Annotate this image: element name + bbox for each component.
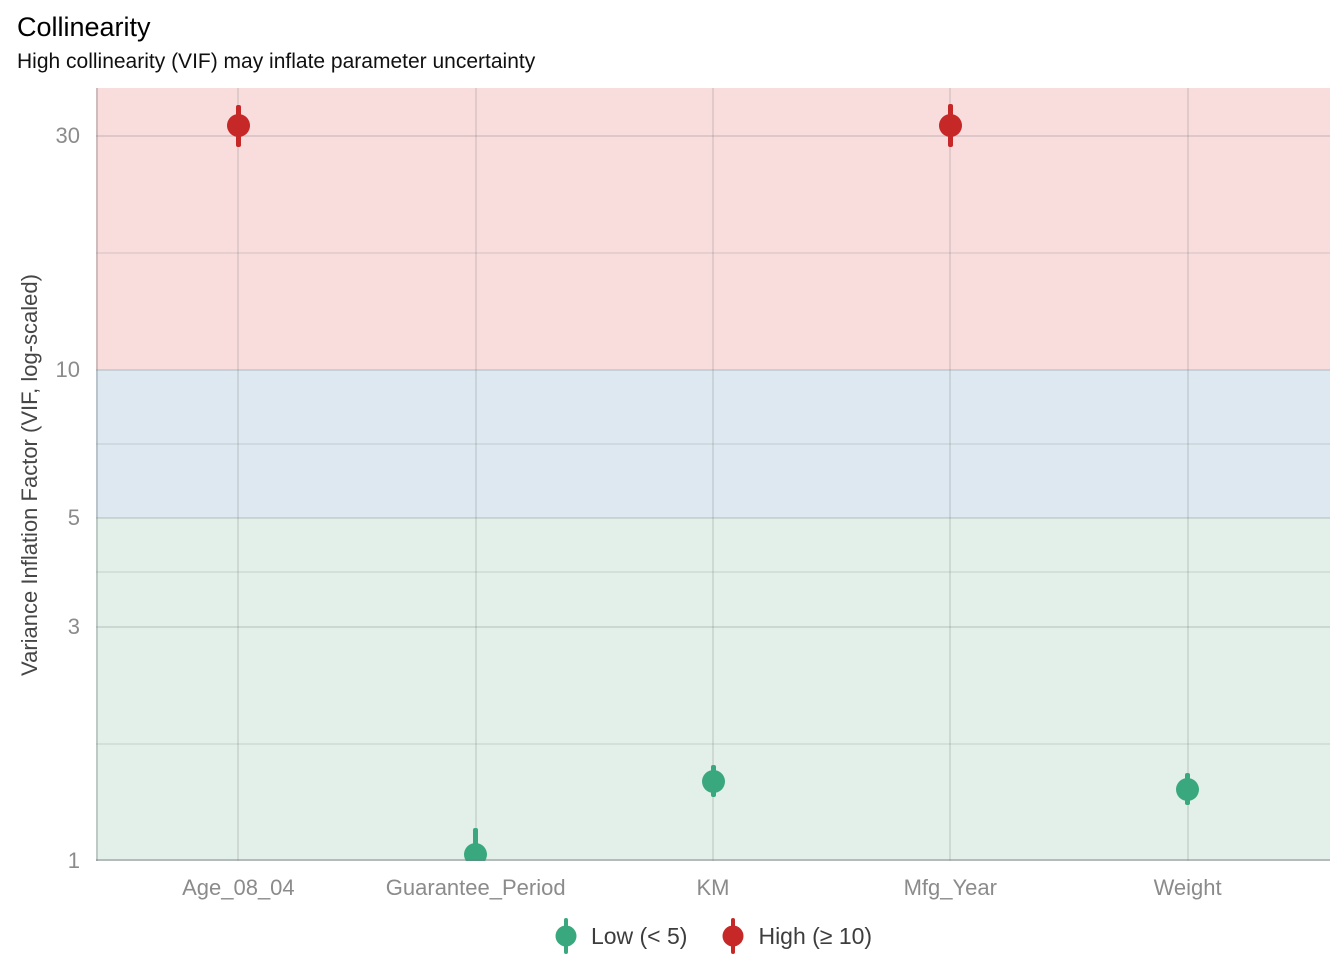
x-tick-label: Mfg_Year bbox=[903, 875, 997, 900]
legend-label: High (≥ 10) bbox=[758, 922, 873, 949]
gridline-minor bbox=[96, 571, 1330, 574]
y-axis-title-area: Variance Inflation Factor (VIF, log-scal… bbox=[0, 88, 60, 861]
y-tick-label: 5 bbox=[67, 504, 80, 530]
legend-pointrange-icon bbox=[554, 915, 578, 957]
vif-point bbox=[701, 770, 725, 794]
gridline-category bbox=[474, 88, 477, 861]
high-vif-zone-band bbox=[96, 88, 1330, 370]
plot-panel bbox=[96, 88, 1330, 861]
x-tick-label: KM bbox=[696, 875, 730, 900]
gridline-minor bbox=[96, 442, 1330, 445]
legend-item: High (≥ 10) bbox=[721, 915, 872, 957]
y-tick-label: 30 bbox=[55, 122, 80, 148]
gridline-category bbox=[237, 88, 240, 861]
gridline-major bbox=[96, 516, 1330, 519]
legend: Low (< 5) High (≥ 10) bbox=[96, 912, 1330, 960]
gridline-major bbox=[96, 625, 1330, 628]
y-tick-label: 10 bbox=[55, 356, 80, 382]
legend-glyph-dot bbox=[555, 925, 577, 947]
legend-pointrange-icon bbox=[721, 915, 745, 957]
mid-vif-zone-band bbox=[96, 369, 1330, 518]
gridline-major bbox=[96, 368, 1330, 371]
vif-point bbox=[464, 843, 488, 861]
chart-subtitle: High collinearity (VIF) may inflate para… bbox=[17, 50, 536, 73]
y-tick-label: 1 bbox=[67, 848, 80, 873]
x-tick-label: Weight bbox=[1153, 875, 1222, 900]
vif-point bbox=[938, 114, 962, 138]
legend-label: Low (< 5) bbox=[590, 922, 688, 949]
gridline-category bbox=[1186, 88, 1189, 861]
gridline-major bbox=[96, 134, 1330, 137]
vif-point bbox=[226, 113, 250, 137]
legend-item: Low (< 5) bbox=[554, 915, 688, 957]
chart-title: Collinearity bbox=[17, 12, 151, 42]
y-tick-label: 3 bbox=[67, 613, 80, 639]
gridline-category bbox=[712, 88, 714, 861]
x-tick-label: Guarantee_Period bbox=[385, 875, 566, 900]
gridline-minor bbox=[96, 742, 1330, 745]
gridline-category bbox=[949, 88, 952, 861]
legend-glyph-dot bbox=[722, 925, 744, 947]
gridline-minor bbox=[96, 251, 1330, 254]
low-vif-zone-band bbox=[96, 517, 1330, 861]
x-tick-label: Age_08_04 bbox=[182, 875, 295, 900]
vif-point bbox=[1176, 777, 1200, 801]
